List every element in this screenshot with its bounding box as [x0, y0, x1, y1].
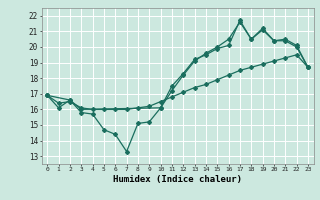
X-axis label: Humidex (Indice chaleur): Humidex (Indice chaleur)	[113, 175, 242, 184]
